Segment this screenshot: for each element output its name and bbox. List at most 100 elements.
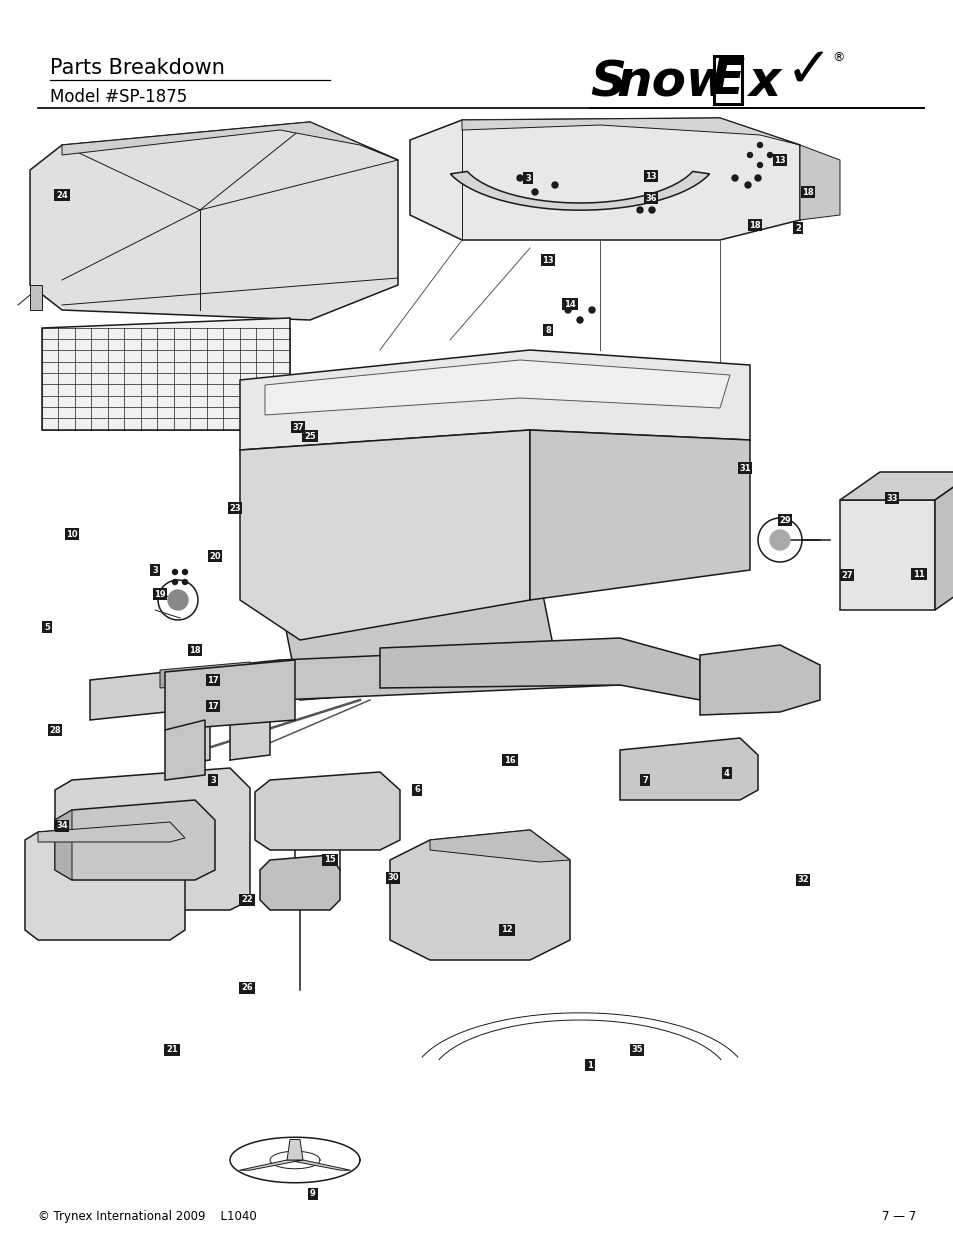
Text: x: x (747, 58, 780, 106)
Polygon shape (165, 720, 205, 781)
Text: 8: 8 (544, 326, 550, 335)
Text: 31: 31 (739, 463, 750, 473)
Text: 24: 24 (56, 190, 68, 200)
Text: Model #SP-1875: Model #SP-1875 (50, 88, 187, 106)
Text: 1: 1 (586, 1061, 593, 1070)
Circle shape (744, 182, 750, 188)
Text: 7 — 7: 7 — 7 (881, 1210, 915, 1224)
Polygon shape (30, 122, 397, 320)
Text: 25: 25 (304, 431, 315, 441)
Polygon shape (38, 823, 185, 842)
Polygon shape (461, 119, 800, 144)
Circle shape (648, 207, 655, 212)
Text: 21: 21 (166, 1046, 177, 1055)
Text: 17: 17 (207, 701, 218, 710)
Polygon shape (800, 144, 840, 220)
Text: 27: 27 (841, 571, 852, 579)
Polygon shape (530, 430, 749, 600)
Circle shape (767, 152, 772, 158)
Circle shape (532, 189, 537, 195)
Polygon shape (840, 472, 953, 500)
Polygon shape (287, 1140, 303, 1160)
Text: Parts Breakdown: Parts Breakdown (50, 58, 225, 78)
Polygon shape (62, 122, 397, 161)
Text: 37: 37 (292, 422, 303, 431)
Text: 20: 20 (209, 552, 220, 561)
Circle shape (757, 142, 761, 147)
Polygon shape (230, 690, 270, 760)
Circle shape (757, 163, 761, 168)
Text: 18: 18 (748, 221, 760, 230)
Text: 13: 13 (541, 256, 554, 264)
Text: 10: 10 (66, 530, 78, 538)
Text: 18: 18 (801, 188, 813, 196)
Text: ✓: ✓ (785, 44, 832, 99)
Text: 13: 13 (774, 156, 785, 164)
Text: 15: 15 (324, 856, 335, 864)
Text: 11: 11 (912, 569, 923, 578)
Text: 2: 2 (794, 224, 801, 232)
Polygon shape (240, 350, 749, 450)
Circle shape (517, 175, 522, 182)
Text: © Trynex International 2009    L1040: © Trynex International 2009 L1040 (38, 1210, 256, 1224)
Circle shape (564, 308, 571, 312)
Polygon shape (280, 580, 559, 700)
Polygon shape (280, 645, 619, 700)
Text: 18: 18 (189, 646, 200, 655)
Text: 3: 3 (524, 173, 530, 183)
Text: 9: 9 (310, 1189, 315, 1198)
Polygon shape (260, 855, 339, 910)
Polygon shape (265, 359, 729, 415)
Bar (713, 56, 741, 104)
Circle shape (747, 152, 752, 158)
Polygon shape (390, 830, 569, 960)
Circle shape (588, 308, 595, 312)
Text: 23: 23 (229, 504, 240, 513)
Polygon shape (254, 772, 399, 850)
Circle shape (731, 175, 738, 182)
Text: 22: 22 (241, 895, 253, 904)
Polygon shape (450, 172, 709, 210)
Polygon shape (700, 645, 820, 715)
Text: 34: 34 (56, 821, 68, 830)
Circle shape (168, 590, 188, 610)
Text: 13: 13 (644, 172, 656, 180)
Polygon shape (165, 659, 294, 730)
Text: 3: 3 (152, 566, 157, 574)
Text: 16: 16 (503, 756, 516, 764)
Polygon shape (90, 659, 280, 720)
Text: 17: 17 (207, 676, 218, 684)
Text: 5: 5 (44, 622, 50, 631)
Text: S: S (589, 58, 625, 106)
Text: 26: 26 (241, 983, 253, 993)
Polygon shape (410, 119, 800, 240)
Circle shape (552, 182, 558, 188)
Circle shape (182, 579, 188, 584)
Text: 19: 19 (154, 589, 166, 599)
Text: 6: 6 (414, 785, 419, 794)
Text: now: now (616, 58, 732, 106)
Polygon shape (934, 472, 953, 610)
Text: 28: 28 (50, 725, 61, 735)
Circle shape (172, 569, 177, 574)
Polygon shape (25, 823, 185, 940)
Polygon shape (55, 800, 214, 881)
Polygon shape (840, 500, 934, 610)
Text: E: E (710, 56, 744, 104)
Circle shape (172, 579, 177, 584)
Circle shape (577, 317, 582, 324)
Circle shape (182, 569, 188, 574)
Polygon shape (55, 810, 71, 881)
Text: 36: 36 (644, 194, 656, 203)
Circle shape (637, 207, 642, 212)
Text: 33: 33 (885, 494, 897, 503)
Text: 12: 12 (500, 925, 513, 935)
Polygon shape (160, 662, 250, 688)
Polygon shape (430, 830, 569, 862)
Text: 29: 29 (779, 515, 790, 525)
Text: ®: ® (831, 52, 843, 64)
Polygon shape (619, 739, 758, 800)
Polygon shape (42, 317, 290, 430)
Polygon shape (287, 1160, 351, 1171)
Polygon shape (55, 768, 250, 910)
